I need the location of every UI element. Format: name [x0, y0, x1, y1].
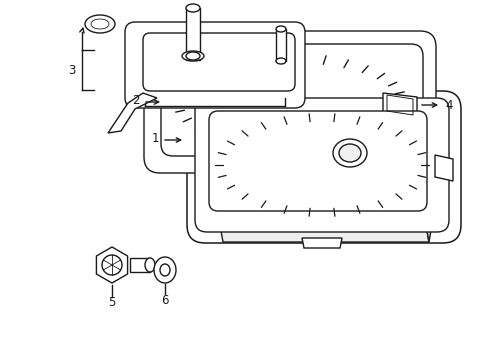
Ellipse shape — [145, 258, 155, 272]
FancyBboxPatch shape — [143, 31, 435, 173]
FancyBboxPatch shape — [195, 98, 448, 232]
Ellipse shape — [338, 144, 360, 162]
Polygon shape — [382, 93, 416, 117]
FancyBboxPatch shape — [142, 33, 294, 91]
Ellipse shape — [332, 139, 366, 167]
Ellipse shape — [185, 4, 200, 12]
Ellipse shape — [102, 255, 122, 275]
Text: 6: 6 — [161, 293, 168, 306]
Ellipse shape — [275, 58, 285, 64]
Text: 3: 3 — [68, 63, 76, 77]
Text: 4: 4 — [445, 99, 452, 112]
Polygon shape — [219, 220, 428, 242]
Polygon shape — [96, 247, 127, 283]
FancyBboxPatch shape — [125, 22, 305, 108]
Polygon shape — [108, 93, 157, 133]
Ellipse shape — [185, 52, 200, 60]
Bar — [130, 258, 150, 272]
Ellipse shape — [160, 264, 170, 276]
Ellipse shape — [85, 15, 115, 33]
Ellipse shape — [91, 19, 109, 29]
Text: 5: 5 — [108, 297, 116, 310]
Ellipse shape — [182, 51, 203, 61]
FancyBboxPatch shape — [161, 44, 422, 156]
Bar — [275, 29, 285, 61]
Ellipse shape — [275, 26, 285, 32]
FancyBboxPatch shape — [208, 111, 426, 211]
Text: 1: 1 — [151, 131, 159, 144]
Polygon shape — [302, 238, 341, 248]
Ellipse shape — [154, 257, 176, 283]
Polygon shape — [434, 155, 452, 181]
Polygon shape — [424, 154, 440, 242]
Bar — [185, 8, 200, 60]
Text: 2: 2 — [132, 94, 140, 107]
